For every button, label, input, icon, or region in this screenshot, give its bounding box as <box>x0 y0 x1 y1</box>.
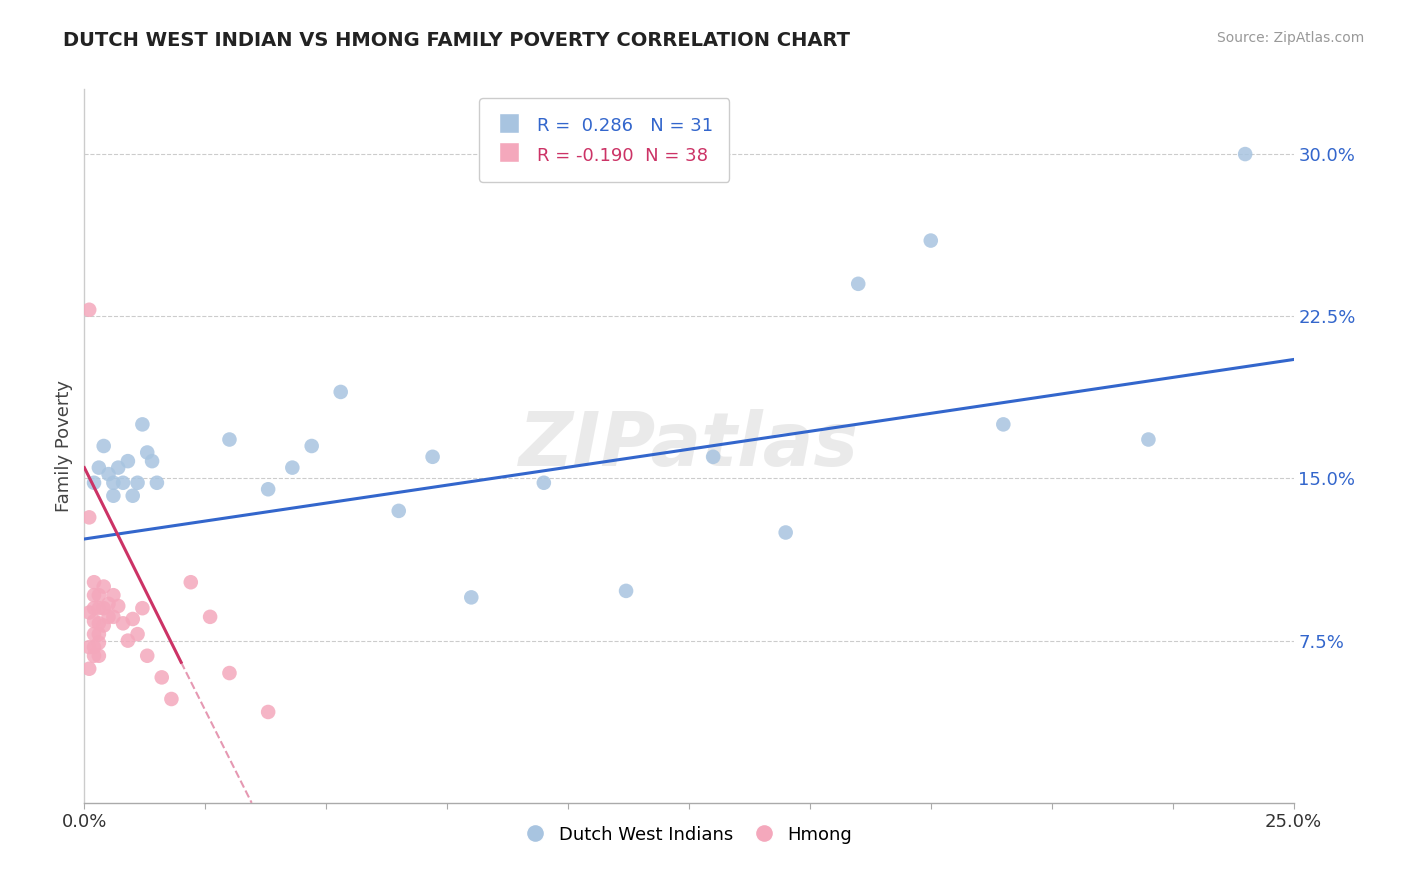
Point <box>97 610 120 624</box>
Point <box>112 616 135 631</box>
Text: ZIPatlas: ZIPatlas <box>519 409 859 483</box>
Point <box>533 475 555 490</box>
Point <box>87 636 110 650</box>
Point <box>83 475 105 490</box>
Point <box>281 460 304 475</box>
Point <box>920 234 942 248</box>
Point <box>141 454 163 468</box>
Point <box>422 450 444 464</box>
Point <box>97 467 120 482</box>
Point <box>117 454 139 468</box>
Point <box>1234 147 1257 161</box>
Point <box>136 648 159 663</box>
Point <box>993 417 1015 432</box>
Point <box>614 583 637 598</box>
Point <box>87 627 110 641</box>
Point <box>131 417 153 432</box>
Point <box>198 610 221 624</box>
Point <box>107 460 129 475</box>
Point <box>388 504 411 518</box>
Point <box>77 302 100 317</box>
Point <box>77 662 100 676</box>
Point <box>257 482 280 496</box>
Point <box>83 614 105 628</box>
Point <box>103 610 125 624</box>
Point <box>131 601 153 615</box>
Point <box>460 591 482 605</box>
Point <box>107 599 129 613</box>
Point <box>87 460 110 475</box>
Point <box>329 384 352 399</box>
Point <box>93 618 115 632</box>
Point <box>257 705 280 719</box>
Point <box>218 666 240 681</box>
Point <box>775 525 797 540</box>
Point <box>93 601 115 615</box>
Point <box>87 588 110 602</box>
Point <box>83 588 105 602</box>
Point <box>87 648 110 663</box>
Text: DUTCH WEST INDIAN VS HMONG FAMILY POVERTY CORRELATION CHART: DUTCH WEST INDIAN VS HMONG FAMILY POVERT… <box>63 31 851 50</box>
Point <box>136 445 159 459</box>
Point <box>83 601 105 615</box>
Point <box>83 640 105 654</box>
Point <box>103 475 125 490</box>
Point <box>77 606 100 620</box>
Point <box>127 627 149 641</box>
Text: Source: ZipAtlas.com: Source: ZipAtlas.com <box>1216 31 1364 45</box>
Point <box>846 277 869 291</box>
Point <box>83 648 105 663</box>
Point <box>180 575 202 590</box>
Point <box>1137 433 1160 447</box>
Point <box>121 612 143 626</box>
Point <box>77 640 100 654</box>
Point <box>87 601 110 615</box>
Point <box>301 439 323 453</box>
Point <box>83 575 105 590</box>
Point <box>93 439 115 453</box>
Point <box>77 510 100 524</box>
Y-axis label: Family Poverty: Family Poverty <box>55 380 73 512</box>
Point <box>117 633 139 648</box>
Point <box>702 450 724 464</box>
Point <box>103 489 125 503</box>
Point <box>93 580 115 594</box>
Point <box>160 692 183 706</box>
Point <box>150 670 173 684</box>
Point <box>97 597 120 611</box>
Point <box>127 475 149 490</box>
Point <box>83 627 105 641</box>
Point <box>87 616 110 631</box>
Point <box>218 433 240 447</box>
Point <box>112 475 135 490</box>
Legend: Dutch West Indians, Hmong: Dutch West Indians, Hmong <box>519 819 859 851</box>
Point <box>103 588 125 602</box>
Point <box>121 489 143 503</box>
Point <box>146 475 169 490</box>
